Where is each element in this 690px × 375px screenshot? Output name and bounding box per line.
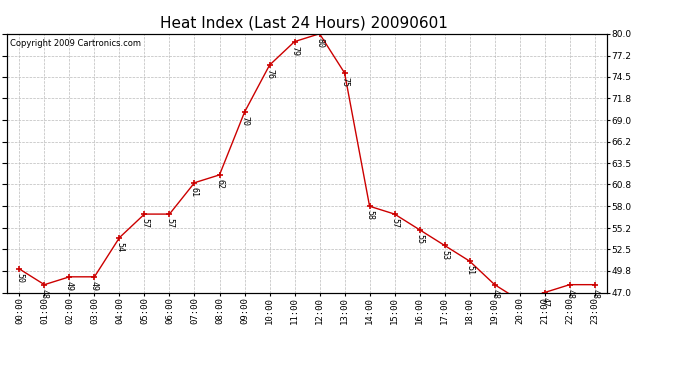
Text: 55: 55 (415, 234, 424, 244)
Text: Copyright 2009 Cartronics.com: Copyright 2009 Cartronics.com (10, 39, 141, 48)
Text: Heat Index (Last 24 Hours) 20090601: Heat Index (Last 24 Hours) 20090601 (159, 15, 448, 30)
Text: 57: 57 (140, 218, 149, 228)
Text: 57: 57 (390, 218, 399, 228)
Text: 46: 46 (0, 374, 1, 375)
Text: 58: 58 (365, 210, 374, 220)
Text: 54: 54 (115, 242, 124, 252)
Text: 48: 48 (590, 289, 599, 299)
Text: 51: 51 (465, 265, 474, 275)
Text: 61: 61 (190, 187, 199, 197)
Text: 57: 57 (165, 218, 174, 228)
Text: 79: 79 (290, 46, 299, 56)
Text: 49: 49 (65, 281, 74, 291)
Text: 75: 75 (340, 77, 349, 87)
Text: 70: 70 (240, 116, 249, 126)
Text: 76: 76 (265, 69, 274, 79)
Text: 47: 47 (540, 297, 549, 307)
Text: 62: 62 (215, 179, 224, 189)
Text: 53: 53 (440, 250, 449, 259)
Text: 50: 50 (15, 273, 24, 283)
Text: 48: 48 (490, 289, 499, 299)
Text: 49: 49 (90, 281, 99, 291)
Text: 80: 80 (315, 38, 324, 48)
Text: 48: 48 (565, 289, 574, 299)
Text: 48: 48 (40, 289, 49, 299)
